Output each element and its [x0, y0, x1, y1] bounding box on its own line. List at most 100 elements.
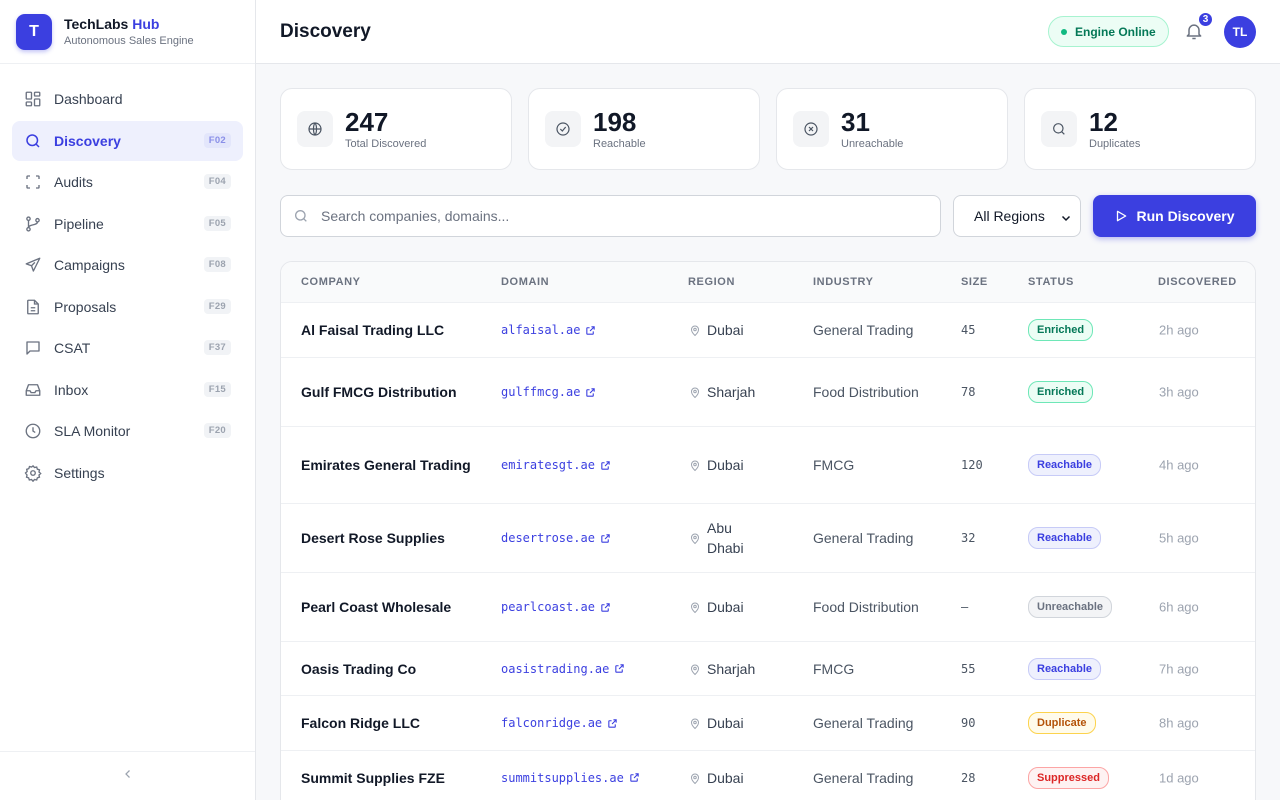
domain-link[interactable]: summitsupplies.ae [501, 771, 640, 785]
region-cell: Sharjah [689, 659, 767, 679]
external-link-icon [585, 387, 596, 398]
sidebar-item-discovery[interactable]: Discovery F02 [12, 120, 243, 161]
table-row[interactable]: Al Faisal Trading LLC alfaisal.ae Dubai Gen… [281, 303, 1255, 358]
sidebar-item-inbox[interactable]: Inbox F15 [12, 370, 243, 410]
status-cell: Enriched [1028, 381, 1094, 403]
stat-card-reachable: 198 Reachable [528, 88, 760, 170]
column-header-region[interactable]: REGION [688, 276, 735, 288]
bell-icon[interactable] [1184, 21, 1204, 41]
check-circle-icon [545, 111, 581, 147]
table-row[interactable]: Desert Rose Supplies desertrose.ae Abu Dha… [281, 504, 1255, 573]
domain-link[interactable]: emiratesgt.ae [501, 458, 611, 472]
dashboard-icon [24, 90, 42, 108]
sidebar-item-label: Audits [54, 174, 93, 190]
industry-text: General Trading [813, 530, 914, 546]
search-icon [24, 132, 42, 150]
clock-icon [24, 422, 42, 440]
sidebar-item-audits[interactable]: Audits F04 [12, 162, 243, 202]
stat-label: Unreachable [841, 138, 904, 150]
domain-text: alfaisal.ae [501, 323, 581, 337]
sidebar-item-pipeline[interactable]: Pipeline F05 [12, 204, 243, 244]
region-cell: Sharjah [689, 382, 767, 402]
column-header-size[interactable]: SIZE [961, 276, 988, 288]
domain-text: oasistrading.ae [501, 661, 610, 676]
chevron-left-icon [122, 767, 134, 785]
size-text: 32 [961, 531, 976, 545]
status-dot-icon [1061, 28, 1067, 35]
collapse-sidebar-button[interactable] [0, 751, 255, 800]
map-pin-icon [689, 459, 701, 472]
domain-text: pearlcoast.ae [501, 600, 595, 614]
discovered-time: 7h ago [1159, 661, 1199, 676]
company-name: Emirates General Trading [301, 457, 471, 473]
region-select-value: All Regions [974, 208, 1045, 224]
domain-link[interactable]: desertrose.ae [501, 531, 611, 545]
domain-text: emiratesgt.ae [501, 458, 595, 472]
discovered-time: 4h ago [1159, 457, 1199, 473]
region-text: Abu Dhabi [707, 520, 744, 556]
status-cell: Reachable [1028, 454, 1102, 476]
search-input[interactable] [321, 208, 901, 224]
shortcut-badge: F20 [203, 423, 231, 438]
map-pin-icon [689, 663, 701, 675]
domain-link[interactable]: falconridge.ae [501, 716, 618, 730]
sidebar-item-label: SLA Monitor [54, 423, 131, 439]
sidebar-item-proposals[interactable]: Proposals F29 [12, 287, 243, 327]
brand: T TechLabs Hub Autonomous Sales Engine [0, 0, 255, 64]
column-header-status[interactable]: STATUS [1028, 276, 1074, 288]
size-text: 28 [961, 770, 976, 785]
techlabs-logo[interactable]: T [16, 13, 52, 50]
column-header-domain[interactable]: DOMAIN [501, 276, 550, 288]
sidebar-item-dashboard[interactable]: Dashboard [12, 79, 243, 119]
table-row[interactable]: Falcon Ridge LLC falconridge.ae Dubai Gener… [281, 696, 1255, 751]
company-name: Falcon Ridge LLC [301, 715, 420, 731]
domain-link[interactable]: alfaisal.ae [501, 323, 596, 337]
sidebar: T TechLabs Hub Autonomous Sales Engine D… [0, 0, 256, 800]
company-name: Gulf FMCG Distribution [301, 384, 457, 400]
engine-status-badge: Engine Online [1048, 16, 1169, 47]
table-row[interactable]: Summit Supplies FZE summitsupplies.ae Duba… [281, 751, 1255, 800]
industry-text: Food Distribution [813, 384, 919, 400]
column-header-discovered[interactable]: DISCOVERED [1158, 276, 1237, 288]
table-row[interactable]: Gulf FMCG Distribution gulffmcg.ae Sharjah… [281, 358, 1255, 427]
stat-value: 31 [841, 107, 870, 137]
sidebar-item-label: Settings [54, 464, 105, 481]
avatar[interactable]: TL [1224, 16, 1256, 48]
table-row[interactable]: Oasis Trading Co oasistrading.ae Sharjah FM… [281, 642, 1255, 696]
region-text: Dubai [707, 457, 744, 473]
discovered-time: 6h ago [1159, 599, 1199, 615]
sidebar-item-csat[interactable]: CSAT F37 [12, 328, 243, 368]
column-header-company[interactable]: COMPANY [301, 276, 361, 288]
size-text: — [961, 600, 969, 614]
external-link-icon [629, 772, 640, 783]
domain-link[interactable]: gulffmcg.ae [501, 385, 596, 399]
region-cell: Dubai [689, 713, 767, 733]
region-text: Dubai [707, 599, 744, 615]
map-pin-icon [689, 772, 701, 784]
sidebar-item-settings[interactable]: Settings [12, 453, 243, 493]
stat-label: Reachable [593, 138, 646, 150]
map-pin-icon [689, 386, 701, 399]
region-cell: Dubai [689, 597, 767, 617]
size-text: 78 [961, 385, 976, 399]
table-row[interactable]: Emirates General Trading emiratesgt.ae Dub… [281, 427, 1255, 504]
column-header-industry[interactable]: INDUSTRY [813, 276, 874, 288]
shortcut-badge: F08 [203, 257, 231, 272]
domain-link[interactable]: pearlcoast.ae [501, 600, 611, 614]
region-select[interactable]: All Regions [953, 195, 1081, 237]
discovered-time: 1d ago [1159, 770, 1199, 785]
search-box [280, 195, 941, 237]
sidebar-item-sla-monitor[interactable]: SLA Monitor F20 [12, 411, 243, 451]
page-title: Discovery [280, 20, 371, 42]
domain-link[interactable]: oasistrading.ae [501, 662, 625, 676]
sidebar-item-campaigns[interactable]: Campaigns F08 [12, 245, 243, 285]
discovery-table: COMPANY DOMAIN REGION INDUSTRY SIZE STAT… [280, 261, 1256, 800]
run-discovery-button[interactable]: Run Discovery [1093, 195, 1256, 237]
map-pin-icon [689, 532, 701, 545]
stat-value: 198 [593, 107, 637, 137]
domain-text: summitsupplies.ae [501, 770, 624, 785]
chat-icon [24, 339, 42, 357]
run-discovery-label: Run Discovery [1136, 208, 1235, 224]
table-row[interactable]: Pearl Coast Wholesale pearlcoast.ae Dubai F… [281, 573, 1255, 642]
domain-text: desertrose.ae [501, 531, 595, 545]
